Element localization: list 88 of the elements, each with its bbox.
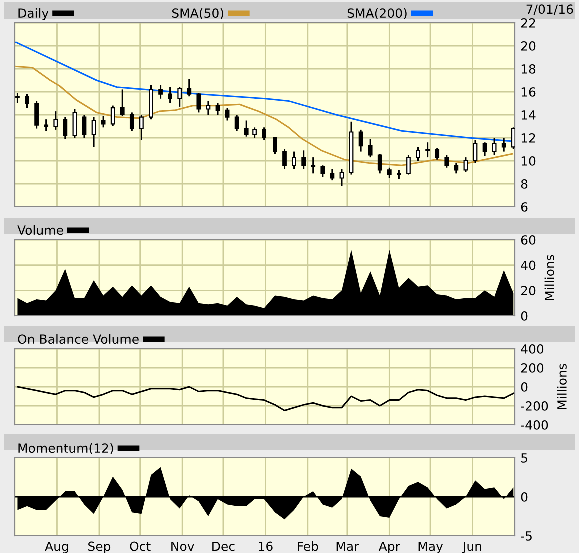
candlestick: [340, 168, 344, 188]
candlestick: [311, 156, 316, 174]
candlestick: [473, 140, 478, 164]
candlestick: [54, 110, 58, 131]
candlestick: [511, 126, 515, 150]
candlestick: [234, 114, 240, 132]
candlestick: [378, 153, 382, 174]
y-tick-label: 18: [522, 64, 536, 74]
candlestick: [444, 154, 450, 169]
candlestick: [130, 112, 134, 132]
candlestick: [196, 92, 202, 114]
y-tick-label: 20: [521, 286, 536, 296]
x-tick-label: Mar: [336, 542, 360, 552]
candlestick: [225, 107, 230, 122]
candlestick: [387, 167, 392, 180]
candlestick: [320, 164, 326, 178]
candlestick: [502, 137, 506, 153]
y-tick-label: 14: [522, 110, 536, 120]
candlestick: [302, 150, 306, 170]
legend-label: SMA(50): [172, 8, 224, 20]
candlestick: [140, 114, 144, 142]
y-tick-label: 400: [521, 344, 544, 354]
candlestick: [416, 146, 420, 162]
y-tick-label: 5: [522, 454, 528, 463]
y-tick-label: -400: [521, 420, 548, 430]
candlestick: [273, 137, 278, 155]
candlestick: [16, 92, 20, 104]
x-tick-label: Oct: [130, 542, 151, 552]
candlestick: [492, 137, 497, 156]
legend-label: Daily: [18, 8, 49, 20]
y-tick-label: 22: [521, 18, 536, 28]
y-tick-label: 40: [521, 260, 536, 270]
candlestick: [244, 120, 249, 138]
y-tick-label: 60: [521, 235, 536, 245]
y-axis-title: Millions: [557, 364, 567, 410]
y-tick-label: 0: [521, 311, 528, 321]
candlestick: [464, 156, 468, 174]
x-tick-label: Feb: [298, 542, 318, 552]
candlestick: [292, 151, 296, 170]
x-tick-label: 16: [259, 542, 273, 552]
candlestick: [368, 138, 373, 158]
candlestick: [187, 78, 192, 98]
candlestick: [72, 108, 78, 139]
candlestick: [82, 114, 87, 139]
candlestick: [44, 118, 49, 132]
legend-label: Volume: [18, 225, 64, 236]
candlestick: [252, 126, 257, 139]
candlestick: [120, 88, 125, 117]
candlestick: [282, 148, 287, 170]
candlestick: [397, 169, 402, 180]
candlestick: [92, 116, 96, 148]
line-series: [16, 386, 514, 412]
x-tick-label: Dec: [212, 542, 235, 552]
candlestick: [178, 86, 182, 108]
candlestick: [216, 102, 220, 116]
candlestick: [426, 142, 430, 158]
y-tick-label: 0: [521, 492, 528, 502]
y-tick-label: 20: [521, 41, 536, 51]
y-tick-label: 10: [522, 156, 536, 166]
y-tick-label: -5: [521, 532, 532, 541]
legend-label: On Balance Volume: [18, 334, 139, 344]
candlestick: [435, 148, 440, 161]
x-tick-label: Nov: [172, 542, 194, 552]
candlestick: [168, 86, 173, 104]
candlestick: [101, 115, 106, 128]
y-tick-label: 12: [522, 133, 536, 143]
y-tick-label: 8: [521, 179, 528, 189]
y-tick-label: 200: [521, 363, 544, 373]
y-tick-label: -200: [521, 401, 548, 411]
candlestick: [63, 116, 68, 140]
candlestick: [262, 126, 267, 142]
text: 7/01/16: [526, 4, 574, 16]
candlestick: [330, 168, 335, 182]
candlestick: [482, 142, 488, 158]
candlestick: [25, 94, 30, 109]
y-axis-title: Millions: [544, 255, 554, 300]
candlestick: [406, 154, 411, 176]
candlestick: [454, 162, 459, 174]
candlestick: [110, 105, 116, 128]
legend-label: Momentum(12): [18, 443, 114, 455]
y-tick-label: 6: [521, 202, 528, 212]
candlestick: [34, 100, 39, 130]
candlestick: [358, 129, 364, 153]
y-tick-label: 0: [521, 382, 528, 392]
candlestick: [206, 100, 211, 116]
legend-label: SMA(200): [348, 8, 407, 20]
candlestick: [158, 84, 163, 100]
y-tick-label: 16: [522, 87, 536, 97]
